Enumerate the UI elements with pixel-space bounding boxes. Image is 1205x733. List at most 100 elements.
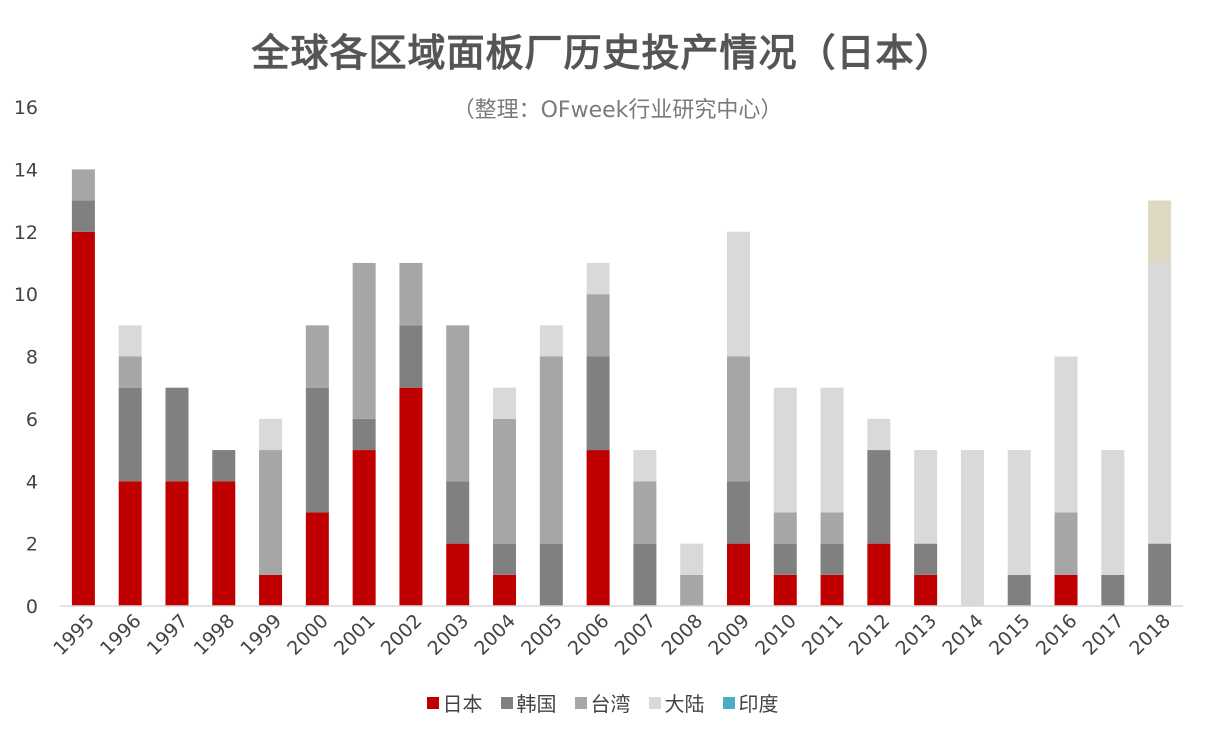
bar-segment bbox=[259, 450, 283, 575]
x-tick-label: 2002 bbox=[377, 610, 427, 660]
x-tick-label: 2006 bbox=[564, 610, 614, 660]
chart-subtitle: （整理：OFweek行业研究中心） bbox=[452, 98, 783, 123]
legend-label: 台湾 bbox=[590, 692, 631, 716]
x-tick-label: 1998 bbox=[190, 610, 240, 660]
bar-segment bbox=[118, 481, 142, 606]
bar-segment bbox=[773, 387, 797, 513]
bar-segment bbox=[352, 418, 376, 451]
bar-segment bbox=[914, 543, 938, 575]
bar-segment bbox=[1101, 574, 1125, 606]
bar-segment bbox=[118, 387, 142, 482]
bar-segment bbox=[1054, 574, 1078, 606]
bar-segment bbox=[633, 450, 657, 482]
bar-segment bbox=[352, 450, 376, 606]
x-tick-label: 2008 bbox=[657, 610, 707, 660]
bar-segment bbox=[1148, 200, 1172, 263]
x-tick-label: 2015 bbox=[985, 610, 1035, 660]
bar-segment bbox=[586, 262, 610, 295]
bar-segment bbox=[1148, 262, 1172, 544]
bar-segment bbox=[633, 543, 657, 606]
bar-segment bbox=[867, 543, 891, 606]
bar-segment bbox=[820, 387, 844, 513]
bar-segment bbox=[118, 356, 142, 388]
legend-item: 日本 bbox=[426, 688, 483, 717]
legend-item: 大陆 bbox=[648, 688, 705, 717]
bar-segment bbox=[71, 200, 95, 232]
bar-segment bbox=[259, 418, 283, 451]
bar-segment bbox=[820, 574, 844, 606]
bar-segment bbox=[773, 543, 797, 575]
bar-segment bbox=[493, 543, 517, 575]
x-tick-label: 2011 bbox=[798, 610, 848, 660]
bar-segment bbox=[446, 481, 470, 544]
bar-segment bbox=[586, 450, 610, 606]
bar-segment bbox=[539, 356, 563, 544]
bar-segment bbox=[726, 356, 750, 482]
bars bbox=[71, 169, 1172, 606]
bar-segment bbox=[586, 356, 610, 451]
x-tick-label: 1999 bbox=[236, 610, 286, 660]
legend-label: 印度 bbox=[738, 692, 779, 716]
bar-segment bbox=[305, 325, 329, 388]
x-tick-label: 2012 bbox=[845, 610, 895, 660]
legend-item: 台湾 bbox=[574, 688, 631, 717]
bar-segment bbox=[352, 262, 376, 419]
bar-segment bbox=[399, 325, 423, 388]
legend-label: 韩国 bbox=[516, 692, 557, 716]
legend-label: 日本 bbox=[442, 692, 483, 716]
x-tick-label: 2018 bbox=[1125, 610, 1175, 660]
bar-segment bbox=[493, 387, 517, 419]
bar-segment bbox=[1007, 574, 1031, 606]
y-tick-label: 4 bbox=[26, 471, 38, 493]
bar-segment bbox=[726, 543, 750, 606]
x-tick-label: 2009 bbox=[704, 610, 754, 660]
x-tick-label: 2017 bbox=[1079, 610, 1129, 660]
bar-segment bbox=[633, 481, 657, 544]
bar-segment bbox=[914, 450, 938, 544]
bar-segment bbox=[1101, 450, 1125, 575]
x-tick-label: 2001 bbox=[330, 610, 380, 660]
y-tick-label: 16 bbox=[14, 97, 38, 119]
bar-segment bbox=[820, 543, 844, 575]
bar-segment bbox=[305, 512, 329, 606]
x-tick-label: 1997 bbox=[143, 610, 193, 660]
bar-segment bbox=[118, 325, 142, 357]
legend-swatch bbox=[574, 696, 587, 709]
x-tick-label: 2016 bbox=[1032, 610, 1082, 660]
bar-segment bbox=[680, 574, 704, 606]
bar-segment bbox=[539, 543, 563, 606]
legend: 日本 韩国 台湾 大陆 印度 bbox=[0, 688, 1205, 717]
x-tick-label: 2014 bbox=[938, 610, 988, 660]
bar-segment bbox=[586, 294, 610, 357]
bar-segment bbox=[726, 481, 750, 544]
legend-swatch bbox=[426, 696, 439, 709]
legend-label: 大陆 bbox=[664, 692, 705, 716]
bar-segment bbox=[446, 325, 470, 482]
bar-segment bbox=[726, 231, 750, 357]
bar-segment bbox=[539, 325, 563, 357]
bar-segment bbox=[1054, 512, 1078, 575]
y-tick-label: 14 bbox=[14, 159, 38, 181]
bar-segment bbox=[1054, 356, 1078, 513]
bar-segment bbox=[399, 262, 423, 326]
y-tick-label: 6 bbox=[26, 409, 38, 431]
bar-segment bbox=[1148, 543, 1172, 606]
x-tick-label: 2013 bbox=[891, 610, 941, 660]
bar-segment bbox=[1007, 450, 1031, 575]
legend-item: 印度 bbox=[722, 688, 779, 717]
bar-segment bbox=[493, 418, 517, 544]
x-tick-label: 1995 bbox=[49, 610, 99, 660]
y-tick-label: 0 bbox=[26, 596, 38, 618]
bar-segment bbox=[960, 450, 984, 606]
bar-segment bbox=[680, 543, 704, 575]
y-axis-ticks: 0 2 4 6 8 10 12 14 16 bbox=[14, 97, 38, 618]
bar-segment bbox=[165, 387, 189, 482]
bar-segment bbox=[914, 574, 938, 606]
legend-swatch bbox=[500, 696, 513, 709]
bar-segment bbox=[446, 543, 470, 606]
legend-item: 韩国 bbox=[500, 688, 557, 717]
bar-segment bbox=[867, 450, 891, 544]
bar-segment bbox=[71, 169, 95, 201]
bar-segment bbox=[165, 481, 189, 606]
